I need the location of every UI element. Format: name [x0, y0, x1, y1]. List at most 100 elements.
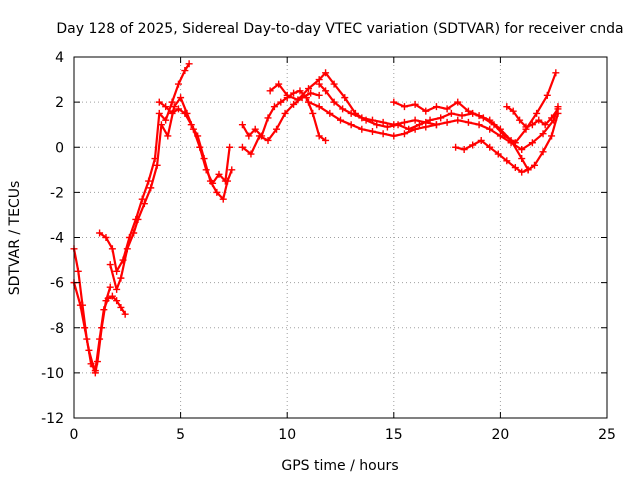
- data-point: [140, 200, 148, 208]
- data-point: [539, 148, 547, 156]
- data-point: [290, 100, 298, 108]
- axes-layer: 0 5 10 15 20 25 -12 -10 -8 -6 -4 -2 0 2 4: [41, 50, 616, 443]
- data-point: [373, 121, 381, 129]
- data-point: [322, 136, 330, 144]
- data-point: [443, 118, 451, 126]
- data-point: [134, 215, 142, 223]
- data-point: [117, 274, 125, 282]
- data-point: [307, 89, 315, 97]
- y-tick-label: -10: [41, 366, 64, 382]
- data-point: [228, 166, 236, 174]
- data-point: [383, 123, 391, 131]
- data-point: [168, 98, 176, 106]
- data-point: [157, 121, 165, 129]
- data-point: [162, 116, 170, 124]
- data-point: [379, 118, 387, 126]
- y-tick-label: 0: [55, 140, 64, 156]
- data-point: [290, 89, 298, 97]
- data-point: [200, 155, 208, 163]
- data-point: [315, 91, 323, 99]
- chart-title: Day 128 of 2025, Sidereal Day-to-day VTE…: [56, 21, 623, 37]
- data-point: [145, 177, 153, 185]
- data-point: [347, 109, 355, 117]
- data-point: [266, 87, 274, 95]
- data-point: [347, 121, 355, 129]
- data-point: [443, 105, 451, 113]
- data-point: [181, 109, 189, 117]
- data-point: [539, 130, 547, 138]
- data-point: [337, 116, 344, 124]
- data-point: [245, 132, 253, 140]
- data-point: [475, 112, 483, 120]
- y-tick-label: -6: [50, 276, 64, 292]
- series-line: [241, 91, 321, 156]
- data-point: [238, 121, 246, 129]
- data-point: [454, 98, 462, 106]
- series-track-13: [503, 103, 562, 131]
- data-point: [422, 107, 430, 115]
- data-point: [187, 121, 195, 129]
- data-point: [147, 184, 155, 192]
- x-tick-label: 0: [70, 427, 79, 443]
- data-point: [509, 107, 517, 115]
- data-point: [422, 118, 430, 126]
- data-point: [507, 136, 515, 144]
- data-point: [432, 103, 440, 111]
- data-point: [106, 261, 114, 269]
- data-point: [458, 112, 466, 120]
- data-point: [496, 132, 504, 140]
- data-point: [247, 150, 255, 158]
- y-axis-label: SDTVAR / TECUs: [7, 181, 23, 296]
- data-point: [330, 80, 338, 88]
- series-line: [454, 139, 530, 174]
- data-point: [206, 177, 214, 185]
- x-tick-label: 25: [598, 427, 616, 443]
- data-point: [341, 94, 349, 102]
- data-point: [185, 60, 193, 68]
- data-point: [224, 177, 232, 185]
- data-point: [281, 109, 289, 117]
- data-point: [155, 109, 163, 117]
- data-point: [524, 166, 532, 174]
- data-point: [548, 132, 556, 140]
- y-tick-label: -12: [41, 411, 64, 427]
- data-point: [535, 116, 543, 124]
- data-point: [315, 80, 323, 88]
- data-point: [98, 324, 106, 332]
- data-point: [81, 324, 89, 332]
- data-point: [155, 98, 163, 106]
- data-point: [503, 157, 511, 165]
- data-point: [522, 123, 530, 131]
- data-point: [89, 362, 97, 370]
- data-point: [96, 229, 104, 237]
- x-tick-label: 15: [385, 427, 403, 443]
- y-tick-label: -2: [50, 185, 64, 201]
- data-point: [219, 195, 227, 203]
- data-point: [437, 114, 445, 122]
- data-point: [552, 69, 560, 77]
- data-point: [168, 109, 176, 117]
- data-point: [113, 297, 121, 305]
- data-point: [528, 121, 536, 129]
- data-point: [226, 143, 234, 151]
- data-point: [460, 146, 468, 154]
- series-line: [392, 100, 560, 171]
- data-point: [181, 67, 189, 75]
- data-point: [76, 301, 84, 309]
- data-point: [548, 114, 556, 122]
- data-point: [400, 103, 408, 111]
- data-point: [486, 116, 494, 124]
- data-point: [121, 310, 129, 318]
- data-point: [503, 103, 511, 111]
- series-line: [241, 89, 327, 142]
- data-point: [283, 91, 291, 99]
- data-point: [108, 245, 116, 253]
- data-point: [93, 358, 101, 366]
- data-point: [358, 125, 366, 133]
- data-point: [174, 105, 182, 113]
- series-track-5: [155, 98, 236, 203]
- data-point: [486, 125, 494, 133]
- x-axis-label: GPS time / hours: [281, 458, 398, 474]
- data-point: [162, 103, 170, 111]
- data-point: [177, 94, 185, 102]
